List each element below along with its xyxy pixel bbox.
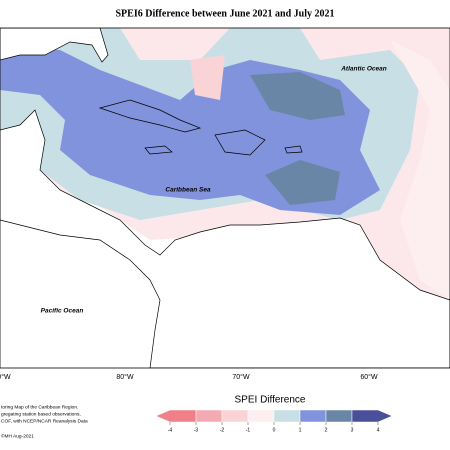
colorbar-segment (221, 409, 249, 423)
longitude-label: 60°W (360, 373, 378, 381)
colorbar-tick-label: 0 (273, 427, 276, 433)
colorbar-tick-label: 2 (325, 427, 328, 433)
footnote-line: gregating station based observations, (1, 411, 81, 417)
colorbar-tick-label: 4 (377, 427, 380, 433)
island-hispaniola (214, 129, 266, 156)
legend: SPEI Difference -4 -3 -2 -1 0 1 2 3 4 (155, 395, 393, 433)
map-frame (0, 27, 450, 369)
field-slate (250, 72, 345, 120)
longitude-label: 70°W (232, 373, 250, 381)
footnote: toring Map of the Caribbean Region.grega… (1, 404, 88, 439)
ocean-label: Atlantic Ocean (340, 66, 387, 73)
colorbar-segment (273, 409, 301, 423)
island-jamaica (144, 145, 173, 155)
longitude-labels: 90°W 80°W 70°W 60°W (0, 373, 378, 381)
island-cuba (98, 99, 202, 133)
colorbar-segment (325, 409, 353, 423)
colorbar-segment (155, 409, 197, 423)
ocean-label: Caribbean Sea (165, 187, 211, 194)
longitude-label: 80°W (116, 373, 134, 381)
field-pink-mid (190, 55, 225, 100)
field-slate (265, 160, 340, 205)
land-americas (0, 109, 450, 368)
ocean-label: Pacific Ocean (41, 308, 84, 315)
map (0, 27, 450, 369)
colorbar-segment (299, 409, 327, 423)
field-pink-light (390, 40, 450, 300)
colorbar-tick-label: -4 (168, 427, 173, 433)
footnote-line: toring Map of the Caribbean Region. (1, 404, 78, 410)
colorbar-segment (351, 409, 393, 423)
colorbar-tick-label: -3 (194, 427, 199, 433)
map-labels: Atlantic Ocean Caribbean Sea Pacific Ocean (41, 66, 387, 315)
land-us (0, 28, 109, 63)
legend-title: SPEI Difference (235, 395, 306, 406)
colorbar-segment (247, 409, 275, 423)
colorbar-tick-label: 3 (351, 427, 354, 433)
colorbar-segment (195, 409, 223, 423)
title: SPEI6 Difference between June 2021 and J… (116, 8, 335, 19)
footnote-line: COF, with NCEP/NCAR Reanalysis Data (1, 418, 88, 424)
footnote-line: ©MH Aug-2021 (1, 432, 34, 439)
colorbar-tick-label: -1 (246, 427, 251, 433)
colorbar-tick-label: 1 (299, 427, 302, 433)
colorbar-tick-label: -2 (220, 427, 225, 433)
longitude-label: 90°W (0, 373, 11, 381)
island-puertorico (284, 145, 303, 154)
